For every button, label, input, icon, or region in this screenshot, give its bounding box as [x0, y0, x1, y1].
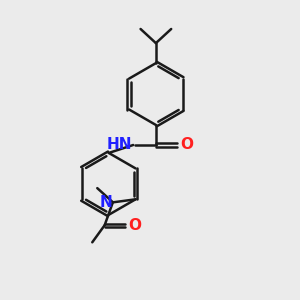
Text: O: O — [128, 218, 141, 233]
Text: N: N — [99, 195, 112, 210]
Text: O: O — [181, 137, 194, 152]
Text: HN: HN — [107, 137, 132, 152]
